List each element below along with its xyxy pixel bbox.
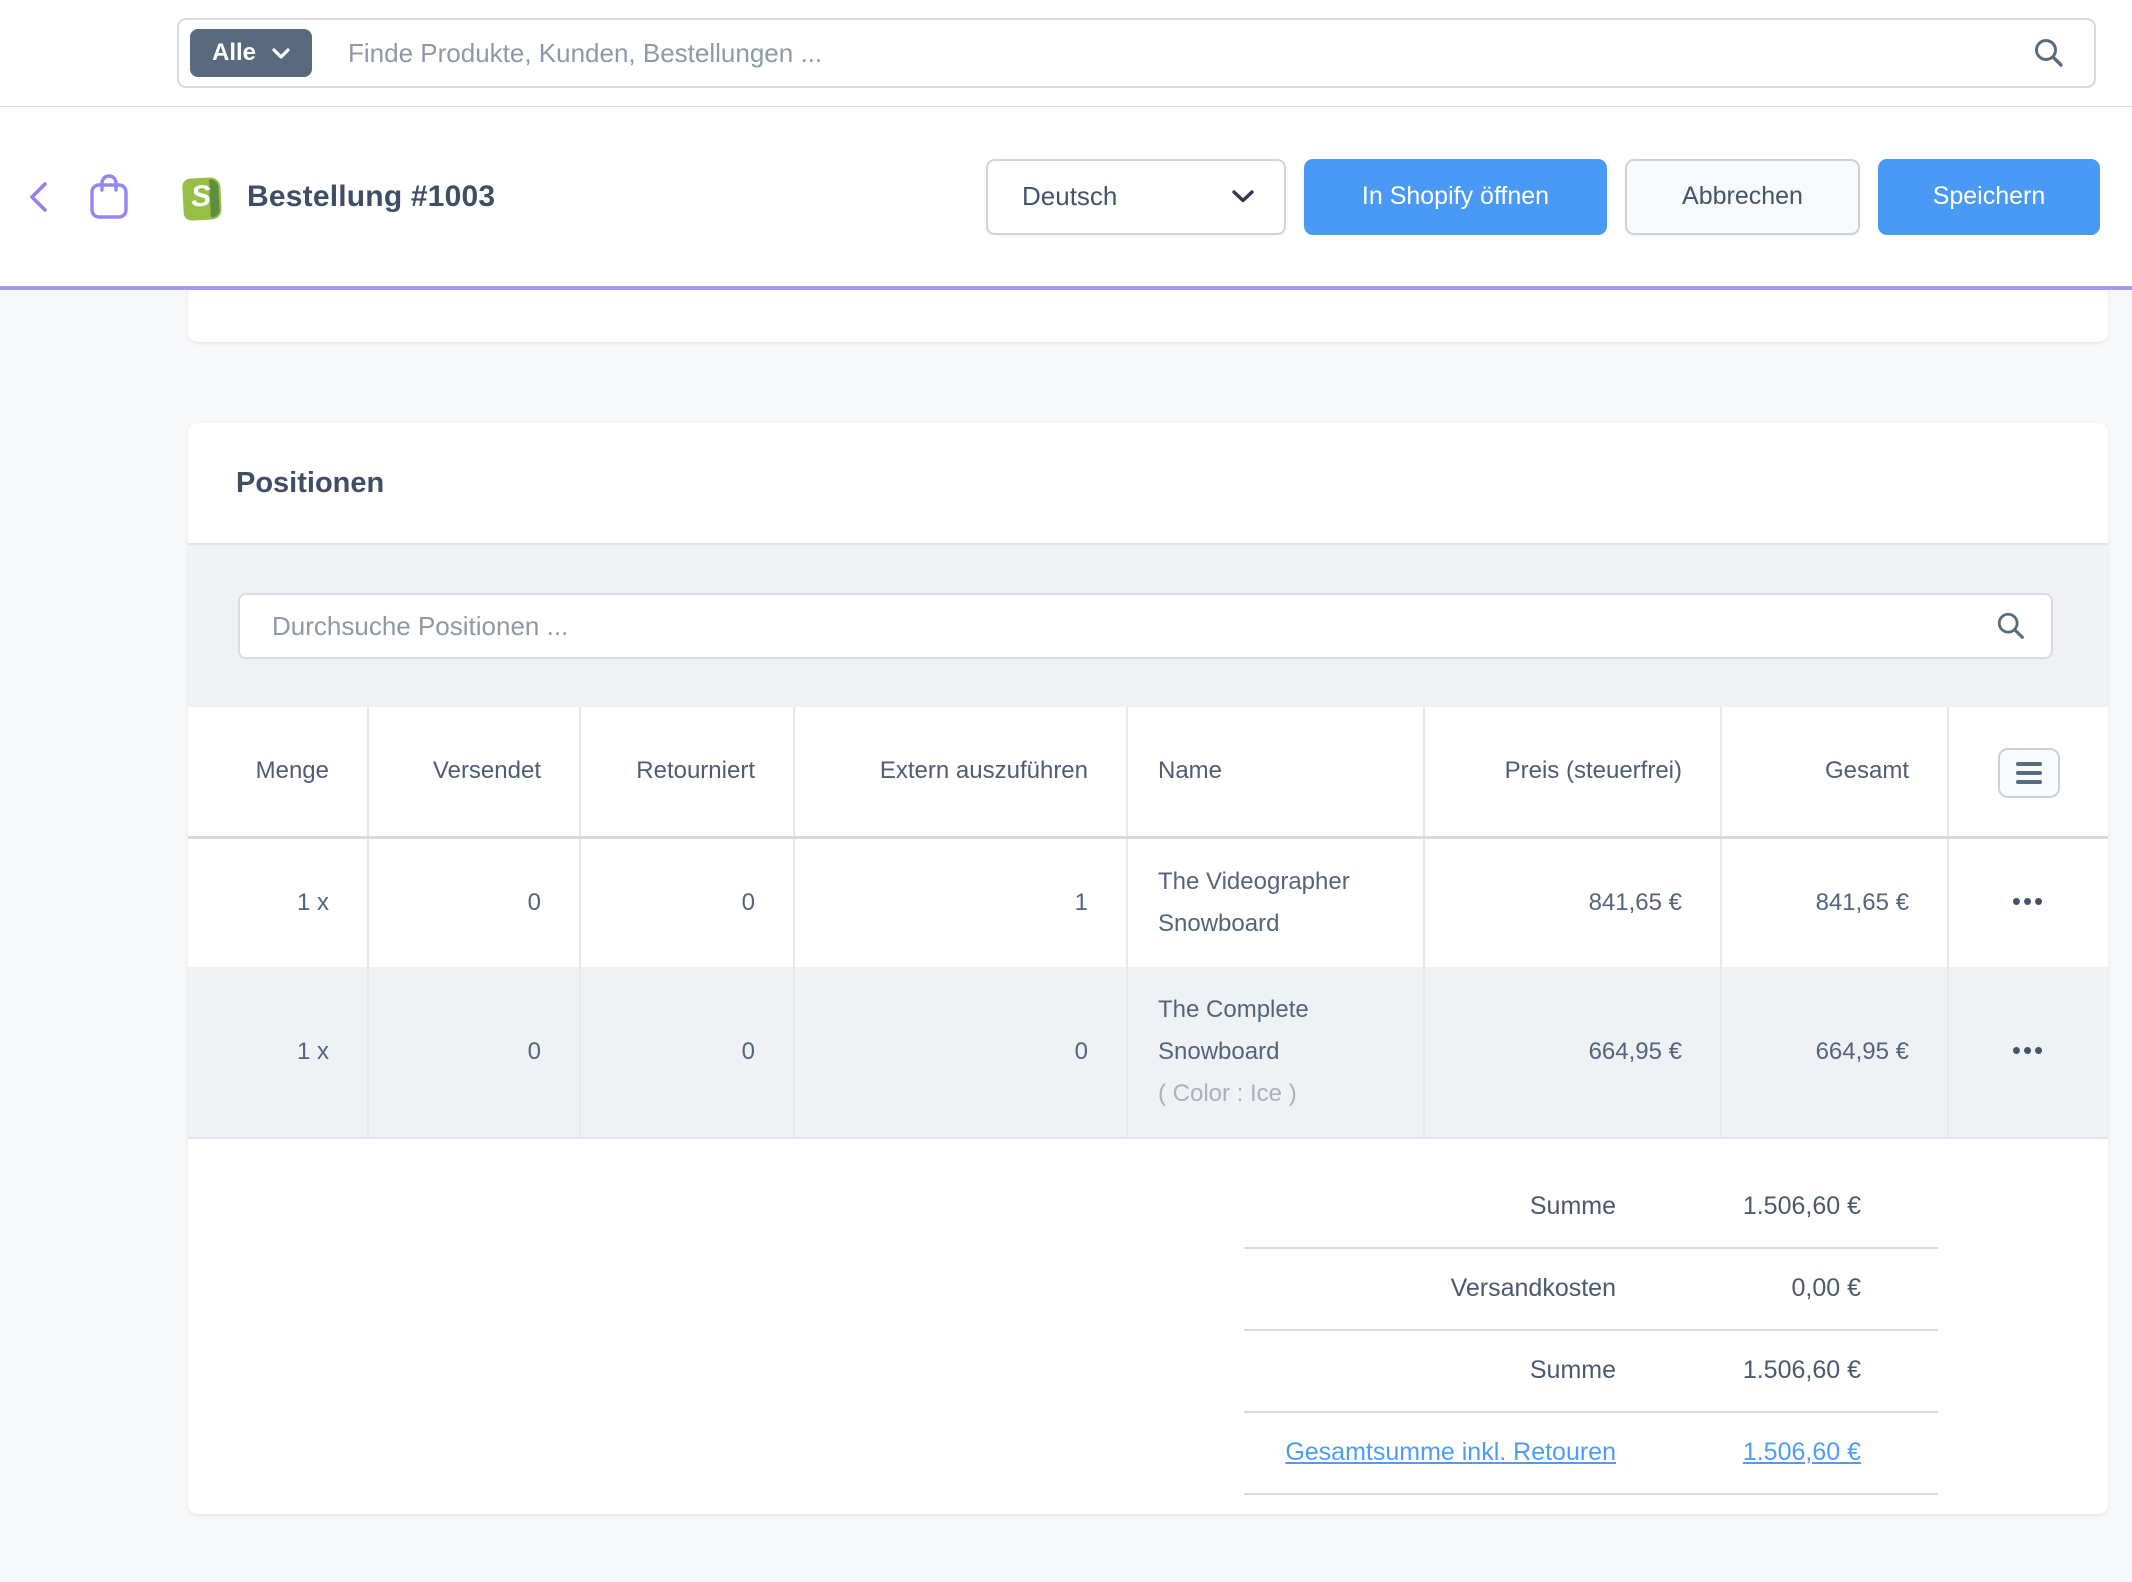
col-header-versendet: Versendet bbox=[367, 707, 580, 839]
col-header-name: Name bbox=[1126, 707, 1424, 839]
grand-total-link[interactable]: Gesamtsumme inkl. Retouren bbox=[1285, 1438, 1616, 1466]
hamburger-icon bbox=[2015, 761, 2042, 766]
col-header-extern: Extern auszuführen bbox=[793, 707, 1127, 839]
cell-menge: 1 x bbox=[296, 888, 329, 916]
cell-gesamt: 664,95 € bbox=[1720, 966, 1948, 1139]
chevron-down-icon bbox=[272, 47, 290, 59]
open-in-shopify-button[interactable]: In Shopify öffnen bbox=[1304, 158, 1607, 235]
col-header-menge: Menge bbox=[188, 707, 368, 839]
cell-gesamt: 841,65 € bbox=[1720, 837, 1948, 967]
previous-card-bottom bbox=[188, 290, 2108, 342]
chevron-left-icon bbox=[30, 181, 47, 212]
global-search-input[interactable] bbox=[312, 37, 2032, 69]
cell-name: The Complete Snowboard ( Color : Ice ) bbox=[1126, 966, 1424, 1139]
bag-icon bbox=[90, 173, 128, 219]
positions-search bbox=[238, 593, 2053, 659]
cell-row-menu: ••• bbox=[1947, 966, 2108, 1139]
global-search: Alle bbox=[177, 18, 2096, 88]
content: Positionen Menge bbox=[188, 290, 2108, 1514]
col-header-preis: Preis (steuerfrei) bbox=[1423, 707, 1721, 839]
search-icon[interactable] bbox=[1995, 610, 2027, 642]
summary-row-grand-total: Gesamtsumme inkl. Retouren 1.506,60 € bbox=[1244, 1413, 1938, 1495]
summary-row-shipping: Versandkosten 0,00 € bbox=[1244, 1249, 1938, 1331]
summary-label: Summe bbox=[1529, 1192, 1616, 1220]
global-search-bar: Alle bbox=[0, 0, 2132, 107]
cell-retourniert: 0 bbox=[579, 966, 794, 1139]
grand-total-value-link[interactable]: 1.506,60 € bbox=[1742, 1438, 1861, 1466]
cell-extern: 1 bbox=[793, 837, 1127, 967]
positions-table: Menge Versendet Retourniert Extern auszu… bbox=[188, 707, 2108, 1139]
cell-extern: 0 bbox=[793, 966, 1127, 1139]
header-actions: Deutsch In Shopify öffnen Abbrechen Spei… bbox=[986, 158, 2100, 235]
positions-filter-band bbox=[188, 545, 2108, 707]
search-icon[interactable] bbox=[2032, 36, 2066, 70]
back-button[interactable] bbox=[25, 179, 51, 215]
cell-versendet: 0 bbox=[367, 837, 580, 967]
order-summary: Summe 1.506,60 € Versandkosten 0,00 € Su… bbox=[1244, 1167, 1938, 1495]
col-header-menu bbox=[1947, 707, 2108, 839]
summary-row-subtotal: Summe 1.506,60 € bbox=[1244, 1167, 1938, 1249]
cell-retourniert: 0 bbox=[579, 837, 794, 967]
table-columns-menu-button[interactable] bbox=[1997, 747, 2060, 798]
summary-value: 0,00 € bbox=[1791, 1274, 1861, 1302]
save-button[interactable]: Speichern bbox=[1878, 158, 2100, 235]
col-header-retourniert: Retourniert bbox=[579, 707, 794, 839]
positions-title: Positionen bbox=[236, 466, 385, 499]
cell-preis: 664,95 € bbox=[1423, 966, 1721, 1139]
product-variant: ( Color : Ice ) bbox=[1158, 1079, 1297, 1107]
summary-value: 1.506,60 € bbox=[1742, 1192, 1861, 1220]
language-select[interactable]: Deutsch bbox=[986, 158, 1286, 235]
search-scope-label: Alle bbox=[212, 39, 257, 66]
order-header: S Bestellung #1003 Deutsch In Shopify öf… bbox=[0, 107, 2132, 290]
cell-preis: 841,65 € bbox=[1423, 837, 1721, 967]
row-actions-button[interactable]: ••• bbox=[2011, 885, 2046, 916]
summary-row-total: Summe 1.506,60 € bbox=[1244, 1331, 1938, 1413]
table-header-row: Menge Versendet Retourniert Extern auszu… bbox=[188, 707, 2108, 839]
page-title: Bestellung #1003 bbox=[247, 179, 496, 213]
positions-search-input[interactable] bbox=[240, 610, 1995, 642]
cancel-button[interactable]: Abbrechen bbox=[1625, 158, 1860, 235]
positions-card: Positionen Menge bbox=[188, 423, 2108, 1514]
table-row: 1 x 0 0 0 The Complete Snowboard ( Color… bbox=[188, 966, 2108, 1139]
row-actions-button[interactable]: ••• bbox=[2011, 1034, 2046, 1065]
search-scope-dropdown[interactable]: Alle bbox=[190, 29, 313, 77]
cell-row-menu: ••• bbox=[1947, 837, 2108, 967]
language-select-value: Deutsch bbox=[1022, 181, 1118, 211]
product-name: The Videographer Snowboard bbox=[1158, 867, 1350, 937]
chevron-down-icon bbox=[1232, 190, 1254, 203]
cell-name: The Videographer Snowboard bbox=[1126, 837, 1424, 967]
shopify-icon: S bbox=[181, 171, 225, 223]
product-name: The Complete Snowboard bbox=[1158, 995, 1309, 1065]
col-header-gesamt: Gesamt bbox=[1720, 707, 1948, 839]
cell-menge: 1 x bbox=[188, 966, 368, 1139]
positions-card-header: Positionen bbox=[188, 423, 2108, 545]
summary-label: Summe bbox=[1529, 1356, 1616, 1384]
table-row: 1 x 0 0 1 The Videographer Snowboard 841… bbox=[188, 837, 2108, 967]
summary-value: 1.506,60 € bbox=[1742, 1356, 1861, 1384]
summary-label: Versandkosten bbox=[1450, 1274, 1616, 1302]
cell-versendet: 0 bbox=[367, 966, 580, 1139]
orders-bag-icon[interactable] bbox=[87, 172, 131, 222]
